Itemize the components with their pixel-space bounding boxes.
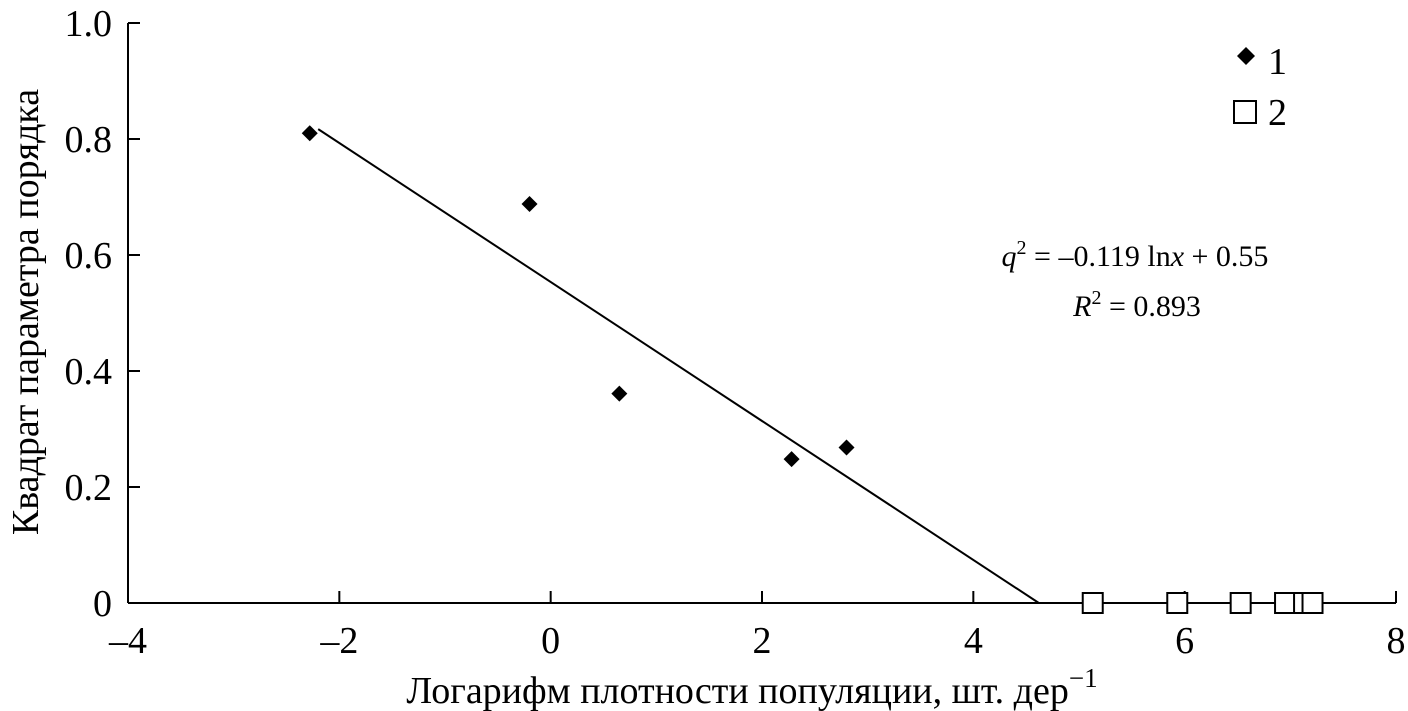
series-1-point: [611, 385, 628, 402]
x-axis-title: Логарифм плотности популяции, шт. дер: [406, 670, 1068, 711]
x-tick-label: –4: [108, 620, 147, 662]
series-2-point: [1274, 592, 1297, 614]
legend-label-1: 1: [1268, 41, 1287, 83]
x-tick-label: 4: [964, 620, 983, 662]
r2-value: = 0.893: [1101, 290, 1200, 323]
x-axis-title-group: Логарифм плотности популяции, шт. дер−1: [406, 663, 1097, 711]
y-tick-label: 0.6: [65, 235, 113, 277]
y-tick-label: 0.4: [65, 351, 113, 393]
x-tick-label: 6: [1175, 620, 1194, 662]
series-2-point: [1301, 592, 1324, 614]
equation-tail: + 0.55: [1184, 240, 1268, 273]
legend-label-2: 2: [1268, 92, 1287, 134]
axes: [127, 23, 1396, 604]
r2-superscript: 2: [1091, 287, 1101, 309]
y-tick-label: 0: [93, 583, 112, 625]
data-points: [301, 125, 1324, 614]
x-tick-label: 0: [541, 620, 560, 662]
y-tick-label: 0.8: [65, 119, 113, 161]
legend: 1 2: [1233, 41, 1287, 134]
trendline: [317, 128, 1040, 604]
regression-equation: q2 = –0.119 lnx + 0.55: [1002, 237, 1269, 273]
x-ticks: –4 –2 0 2 4 6 8: [108, 591, 1406, 662]
x-tick-label: –2: [319, 620, 358, 662]
x-axis-title-superscript: −1: [1069, 663, 1098, 693]
series-2-point: [1229, 592, 1252, 614]
r-squared: R2 = 0.893: [1072, 287, 1201, 323]
equation-q: q: [1002, 240, 1017, 273]
series-1-point: [838, 439, 855, 456]
series-2-point: [1166, 592, 1189, 614]
series-2-point: [1081, 592, 1104, 614]
y-ticks: 0 0.2 0.4 0.6 0.8 1.0: [65, 3, 140, 625]
equation-body: = –0.119 ln: [1027, 240, 1171, 273]
x-tick-label: 8: [1387, 620, 1406, 662]
series-1-point: [301, 125, 318, 142]
y-tick-label: 0.2: [65, 467, 113, 509]
y-tick-label: 1.0: [65, 3, 113, 45]
legend-square-marker: [1233, 100, 1257, 124]
series-1-point: [521, 195, 538, 212]
legend-diamond-marker: [1237, 47, 1255, 65]
x-tick-label: 2: [753, 620, 772, 662]
y-axis-title: Квадрат параметра порядка: [5, 89, 47, 535]
r2-r: R: [1072, 290, 1091, 323]
equation-x: x: [1170, 240, 1185, 273]
series-1-point: [783, 451, 800, 468]
equation-q-superscript: 2: [1017, 237, 1027, 259]
